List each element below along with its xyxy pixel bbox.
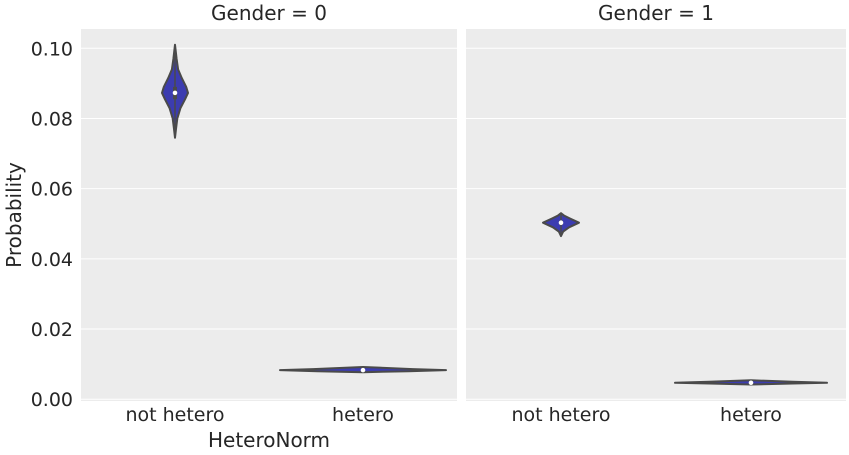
x-tick-labels: not hetero hetero (125, 404, 393, 426)
violin-median-point (558, 220, 564, 226)
y-tick-label: 0.10 (31, 38, 73, 60)
y-axis-label: Probability (2, 162, 26, 268)
x-tick-label: not hetero (125, 404, 224, 426)
x-tick-label: not hetero (511, 404, 610, 426)
panel-gender-0: Gender = 0 not hetero hetero 0.00 0.02 0.04… (31, 1, 457, 426)
violins (161, 43, 447, 374)
panel-title-gender-0: Gender = 0 (211, 1, 327, 25)
y-tick-label: 0.04 (31, 249, 73, 271)
x-tick-labels: not hetero hetero (511, 404, 781, 426)
violins (542, 212, 828, 386)
panel-gender-1: Gender = 1 not hetero hetero (466, 1, 846, 426)
violin-median-point (360, 367, 366, 373)
panel-background (466, 29, 846, 401)
y-tick-label: 0.02 (31, 319, 73, 341)
y-tick-label: 0.08 (31, 108, 73, 130)
x-tick-label: hetero (332, 404, 394, 426)
x-axis-label: HeteroNorm (208, 428, 330, 452)
y-tick-labels: 0.00 0.02 0.04 0.06 0.08 0.10 (31, 38, 73, 411)
y-tick-label: 0.06 (31, 179, 73, 201)
x-tick-label: hetero (720, 404, 782, 426)
violin-median-point (748, 380, 754, 386)
panel-background (81, 29, 457, 401)
gridlines (466, 47, 846, 400)
panel-title-gender-1: Gender = 1 (598, 1, 714, 25)
y-tick-label: 0.00 (31, 389, 73, 411)
violin-median-point (172, 90, 178, 96)
gridlines (81, 47, 457, 400)
